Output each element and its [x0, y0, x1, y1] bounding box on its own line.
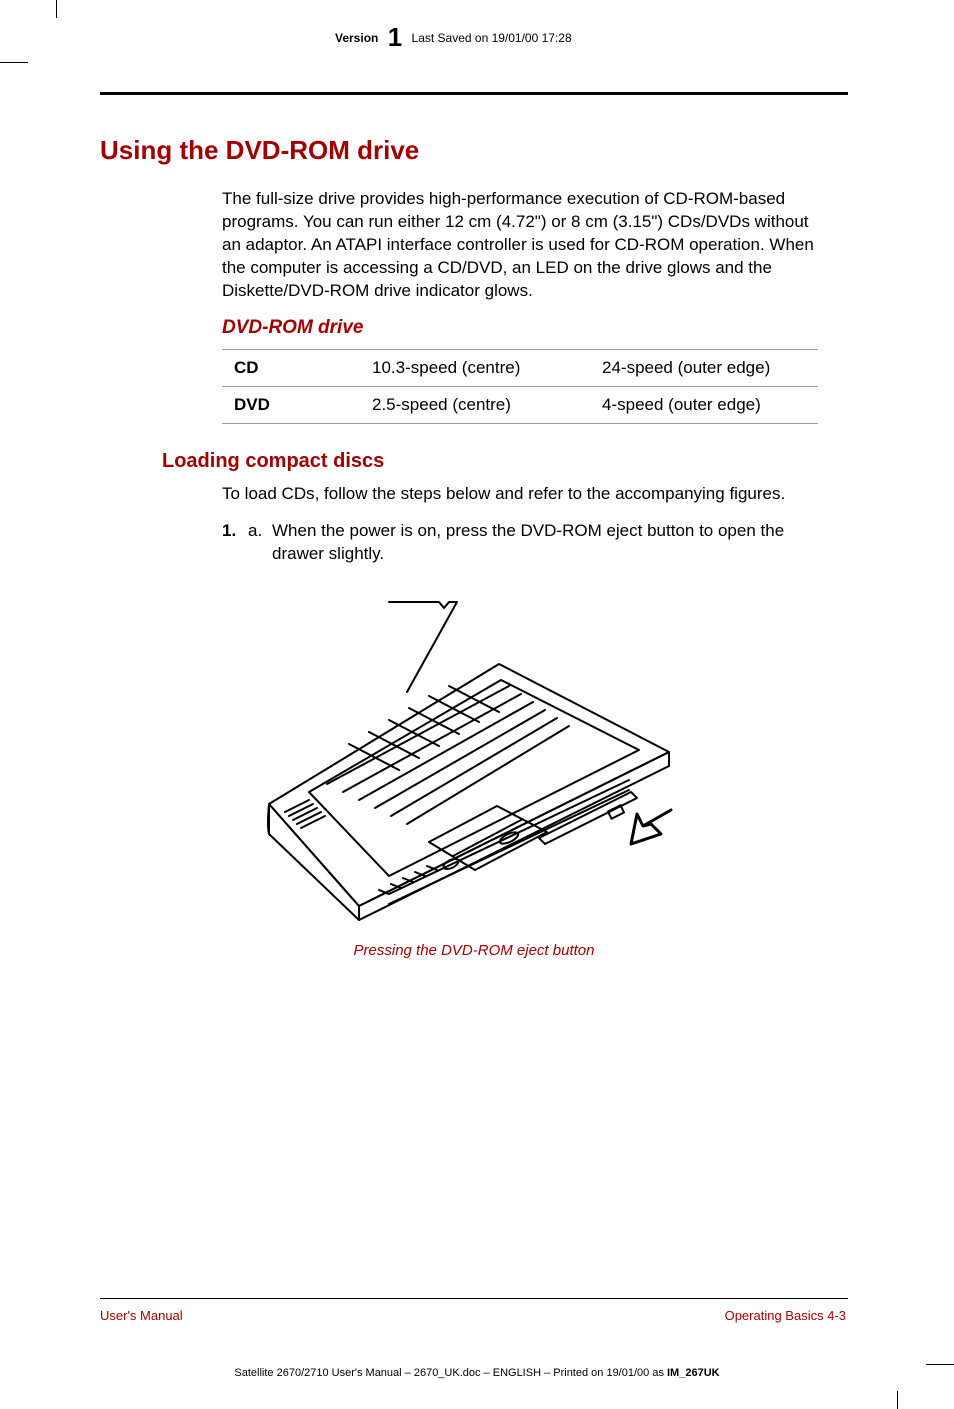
footer-right: Operating Basics 4-3: [725, 1308, 846, 1323]
version-label: Version: [335, 31, 378, 45]
list-item: 1. a. When the power is on, press the DV…: [222, 520, 818, 566]
row-outer-speed: 4-speed (outer edge): [602, 386, 818, 423]
version-number: 1: [388, 22, 402, 52]
table-row: CD 10.3-speed (centre) 24-speed (outer e…: [222, 349, 818, 386]
crop-mark: [897, 1391, 898, 1409]
figure-caption: Pressing the DVD-ROM eject button: [239, 942, 709, 959]
crop-mark: [926, 1364, 954, 1365]
loading-intro-block: To load CDs, follow the steps below and …: [222, 483, 818, 506]
bottom-rule: [100, 1298, 848, 1299]
row-outer-speed: 24-speed (outer edge): [602, 349, 818, 386]
step-text: When the power is on, press the DVD-ROM …: [272, 520, 818, 566]
row-label: DVD: [222, 386, 372, 423]
printline-code: IM_267UK: [667, 1367, 720, 1379]
loading-intro: To load CDs, follow the steps below and …: [222, 483, 818, 506]
table-row: DVD 2.5-speed (centre) 4-speed (outer ed…: [222, 386, 818, 423]
crop-mark: [0, 62, 28, 63]
top-rule: [100, 92, 848, 95]
row-centre-speed: 10.3-speed (centre): [372, 349, 602, 386]
print-line: Satellite 2670/2710 User's Manual – 2670…: [0, 1367, 954, 1379]
loading-heading: Loading compact discs: [162, 450, 848, 473]
saved-timestamp: Last Saved on 19/01/00 17:28: [412, 31, 572, 45]
drive-table-heading: DVD-ROM drive: [222, 317, 848, 339]
drive-speed-table: CD 10.3-speed (centre) 24-speed (outer e…: [222, 349, 818, 424]
content-area: Using the DVD-ROM drive The full-size dr…: [100, 135, 848, 959]
row-label: CD: [222, 349, 372, 386]
footer-left: User's Manual: [100, 1308, 183, 1323]
page-header: Version 1 Last Saved on 19/01/00 17:28: [335, 22, 572, 53]
step-subletter: a.: [248, 520, 272, 566]
intro-block: The full-size drive provides high-perfor…: [222, 188, 818, 303]
laptop-eject-illustration-icon: [239, 594, 709, 924]
section-title: Using the DVD-ROM drive: [100, 135, 848, 166]
step-number: 1.: [222, 520, 248, 566]
intro-paragraph: The full-size drive provides high-perfor…: [222, 188, 818, 303]
row-centre-speed: 2.5-speed (centre): [372, 386, 602, 423]
printline-prefix: Satellite 2670/2710 User's Manual – 2670…: [234, 1367, 667, 1379]
crop-mark: [56, 0, 57, 18]
figure-block: Pressing the DVD-ROM eject button: [239, 594, 709, 959]
step-list: 1. a. When the power is on, press the DV…: [222, 520, 818, 566]
